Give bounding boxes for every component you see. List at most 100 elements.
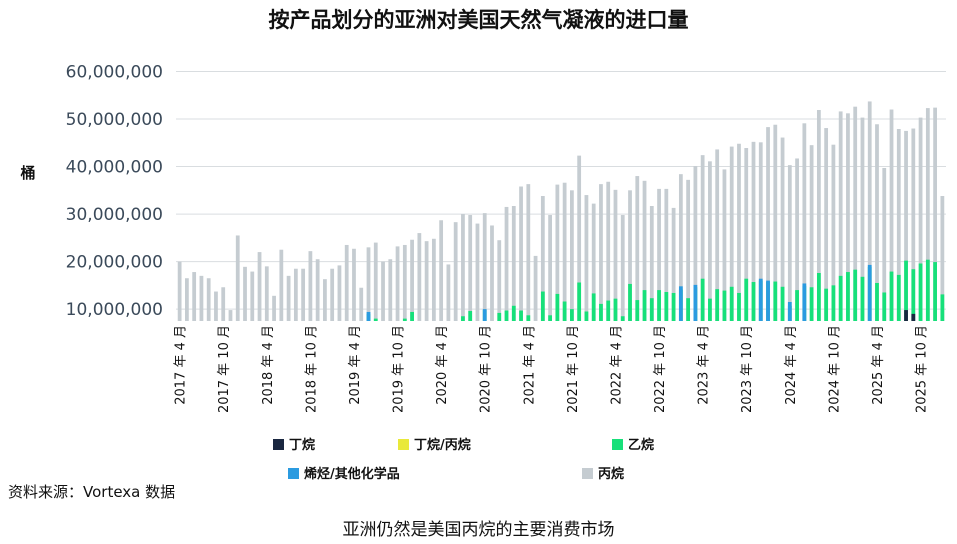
- bar-烯烃/其他化学品: [482, 309, 487, 321]
- bar-乙烷: [461, 316, 465, 321]
- bar-丙烷: [940, 196, 945, 321]
- bar-丙烷: [606, 181, 611, 321]
- bar-乙烷: [620, 316, 625, 321]
- bar-丙烷: [708, 161, 712, 321]
- bar-乙烷: [642, 290, 647, 321]
- bar-乙烷: [402, 318, 407, 321]
- legend-label: 乙烷: [628, 438, 655, 453]
- bar-丙烷: [511, 205, 516, 321]
- bar-丙烷: [352, 248, 356, 321]
- bar-乙烷: [708, 298, 712, 321]
- bar-乙烷: [925, 259, 930, 321]
- bar-丙烷: [199, 275, 204, 321]
- bar-丙烷: [286, 275, 291, 321]
- bar-乙烷: [562, 301, 567, 321]
- legend-item: 乙烷: [612, 434, 654, 453]
- bar-丙烷: [802, 123, 807, 321]
- bar-丙烷: [206, 278, 211, 321]
- bar-丙烷: [439, 220, 444, 321]
- bar-乙烷: [635, 300, 640, 321]
- bar-丙烷: [584, 195, 589, 321]
- bar-丙烷: [417, 233, 422, 321]
- y-tick-label: 50,000,000: [66, 110, 163, 130]
- bar-丙烷: [649, 205, 654, 321]
- bar-丙烷: [402, 244, 407, 321]
- bar-丙烷: [519, 186, 523, 321]
- bar-丙烷: [918, 117, 923, 321]
- x-tick-label: 2025 年 4 月: [871, 325, 886, 405]
- bar-丙烷: [315, 259, 320, 321]
- bar-丙烷: [875, 124, 879, 322]
- bar-乙烷: [577, 282, 582, 321]
- bar-丙烷: [177, 261, 182, 321]
- bar-乙烷: [722, 290, 727, 321]
- bar-丙烷: [548, 215, 552, 321]
- bar-乙烷: [816, 273, 821, 321]
- bar-丙烷: [664, 188, 669, 321]
- bar-丙烷: [896, 129, 901, 321]
- bar-乙烷: [671, 292, 676, 321]
- bar-丙烷: [758, 142, 763, 321]
- bar-丙烷: [257, 252, 262, 321]
- bar-丙烷: [366, 247, 371, 321]
- bar-丙烷: [308, 251, 313, 321]
- bar-丙烷: [540, 196, 545, 321]
- bar-乙烷: [824, 288, 829, 321]
- bar-乙烷: [875, 282, 879, 321]
- legend-label: 烯烃/其他化学品: [304, 467, 400, 482]
- bar-乙烷: [700, 278, 705, 321]
- bar-乙烷: [737, 292, 741, 321]
- bar-乙烷: [570, 309, 574, 321]
- bar-烯烃/其他化学品: [802, 283, 807, 321]
- bar-乙烷: [846, 272, 850, 321]
- bar-丙烷: [388, 259, 393, 321]
- bar-丙烷: [453, 222, 458, 321]
- y-tick-label: 10,000,000: [66, 300, 163, 320]
- legend-swatch: [612, 439, 623, 450]
- bar-乙烷: [940, 294, 945, 321]
- bar-乙烷: [904, 260, 908, 321]
- bar-丙烷: [722, 169, 727, 321]
- bar-乙烷: [591, 293, 596, 321]
- bar-乙烷: [838, 275, 843, 321]
- bar-丙烷: [686, 179, 691, 321]
- bar-丙烷: [344, 244, 349, 321]
- y-axis-ticks: 10,000,000 20,000,000 30,000,000 40,000,000…: [66, 63, 163, 321]
- legend-item: 丁烷: [273, 434, 315, 453]
- bar-乙烷: [933, 262, 937, 321]
- x-axis-ticks: 2017 年 4 月 2017 年 10 月 2018 年 4 月 2018 年 10…: [174, 325, 930, 413]
- bar-丙烷: [795, 158, 799, 321]
- bar-丁烷: [911, 313, 916, 321]
- legend-item: 烯烃/其他化学品: [288, 463, 400, 482]
- bar-丙烷: [243, 266, 247, 321]
- bar-乙烷: [744, 278, 749, 321]
- bar-丙烷: [693, 166, 698, 321]
- bar-丙烷: [250, 271, 255, 321]
- bar-乙烷: [896, 274, 901, 321]
- bar-丙烷: [461, 214, 465, 321]
- bar-丙烷: [635, 176, 640, 321]
- bar-丙烷: [867, 101, 872, 322]
- x-tick-label: 2021 年 4 月: [522, 325, 537, 405]
- bar-烯烃/其他化学品: [678, 286, 683, 321]
- bar-丙烷: [410, 239, 414, 321]
- bar-丙烷: [214, 291, 218, 321]
- bar-丙烷: [824, 128, 829, 321]
- bar-丙烷: [751, 141, 756, 321]
- bar-丙烷: [642, 180, 647, 321]
- bar-乙烷: [657, 290, 661, 321]
- bar-乙烷: [773, 281, 778, 321]
- bar-丙烷: [773, 124, 778, 321]
- bar-丙烷: [381, 261, 385, 321]
- bar-乙烷: [715, 289, 720, 321]
- bar-烯烃/其他化学品: [758, 278, 763, 321]
- bar-乙烷: [599, 303, 603, 321]
- bar-丙烷: [330, 268, 335, 321]
- bar-丙烷: [264, 266, 269, 321]
- bar-烯烃/其他化学品: [366, 311, 371, 321]
- bar-丙烷: [846, 113, 850, 321]
- bar-丙烷: [337, 265, 342, 321]
- x-tick-label: 2024 年 10 月: [827, 325, 842, 413]
- legend-item: 丙烷: [582, 463, 624, 482]
- caption: 亚洲仍然是美国丙烷的主要消费市场: [342, 520, 615, 540]
